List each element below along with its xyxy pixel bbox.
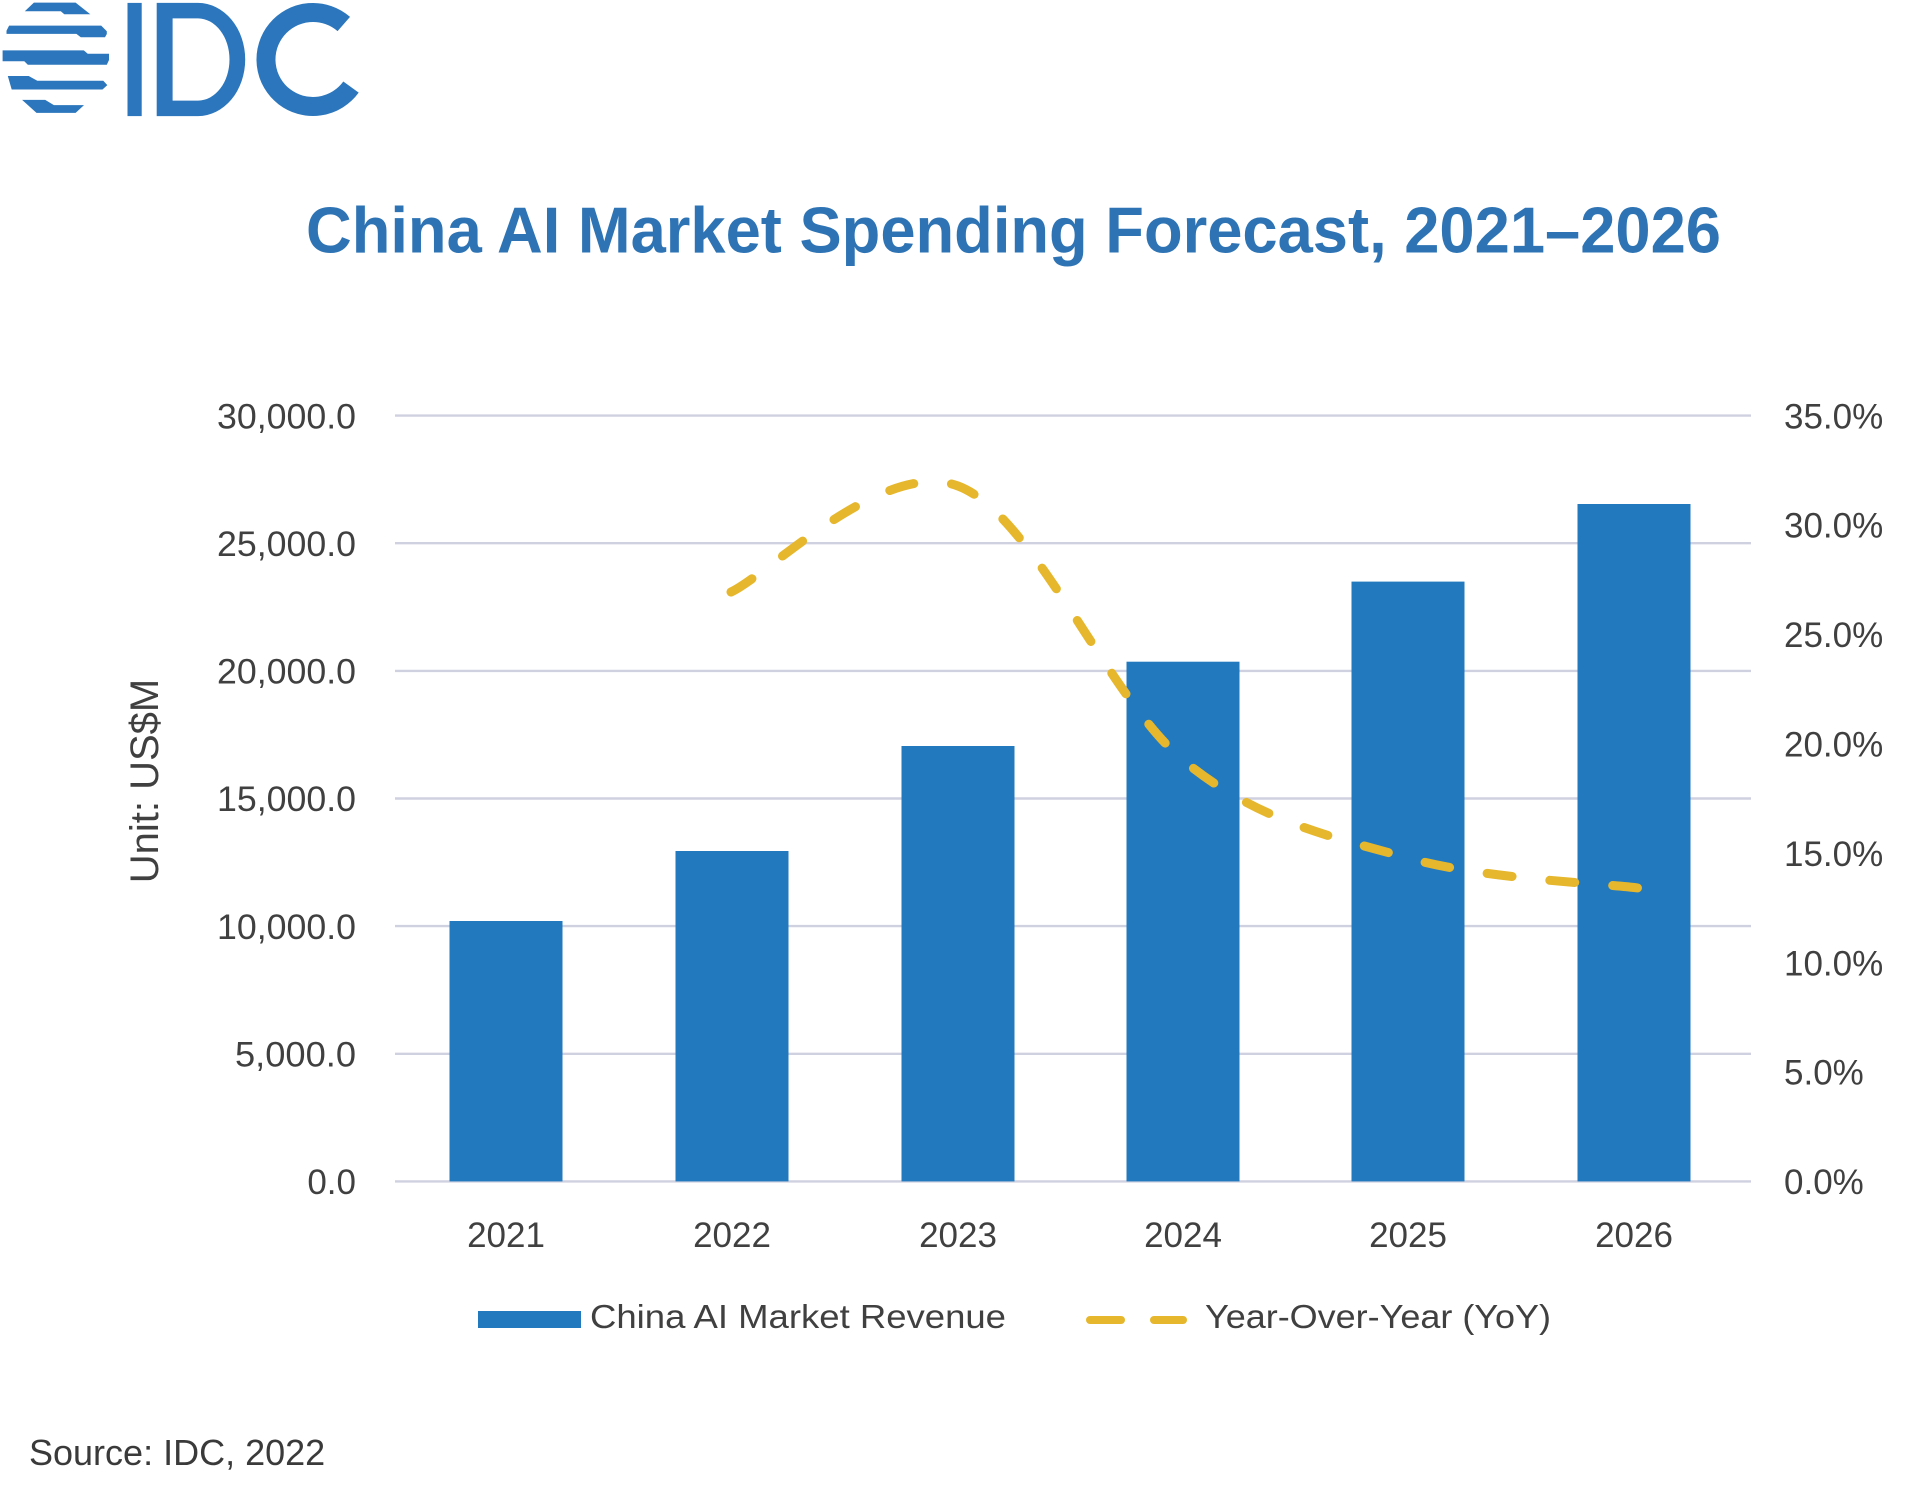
svg-text:10.0%: 10.0% <box>1784 944 1883 983</box>
svg-text:China AI Market Revenue: China AI Market Revenue <box>590 1298 1006 1335</box>
svg-text:2026: 2026 <box>1595 1216 1673 1255</box>
svg-text:25,000.0: 25,000.0 <box>217 525 356 564</box>
svg-text:0.0: 0.0 <box>307 1163 356 1202</box>
svg-text:2023: 2023 <box>919 1216 997 1255</box>
svg-text:0.0%: 0.0% <box>1784 1163 1864 1202</box>
svg-text:2021: 2021 <box>467 1216 545 1255</box>
svg-text:China AI Market Spending Forec: China AI Market Spending Forecast, 2021–… <box>306 194 1721 267</box>
svg-text:15,000.0: 15,000.0 <box>217 780 356 819</box>
svg-text:Unit: US$M: Unit: US$M <box>123 679 167 884</box>
svg-text:20.0%: 20.0% <box>1784 726 1883 765</box>
svg-text:10,000.0: 10,000.0 <box>217 908 356 947</box>
svg-text:35.0%: 35.0% <box>1784 397 1883 436</box>
svg-text:2022: 2022 <box>693 1216 771 1255</box>
svg-text:5,000.0: 5,000.0 <box>235 1036 356 1075</box>
svg-text:20,000.0: 20,000.0 <box>217 653 356 692</box>
svg-text:30.0%: 30.0% <box>1784 507 1883 546</box>
svg-text:15.0%: 15.0% <box>1784 835 1883 874</box>
svg-text:30,000.0: 30,000.0 <box>217 397 356 436</box>
svg-text:25.0%: 25.0% <box>1784 616 1883 655</box>
svg-text:2024: 2024 <box>1144 1216 1222 1255</box>
svg-text:2025: 2025 <box>1369 1216 1447 1255</box>
svg-text:Source: IDC, 2022: Source: IDC, 2022 <box>29 1432 325 1473</box>
svg-text:5.0%: 5.0% <box>1784 1054 1864 1093</box>
svg-text:Year-Over-Year (YoY): Year-Over-Year (YoY) <box>1205 1298 1551 1335</box>
